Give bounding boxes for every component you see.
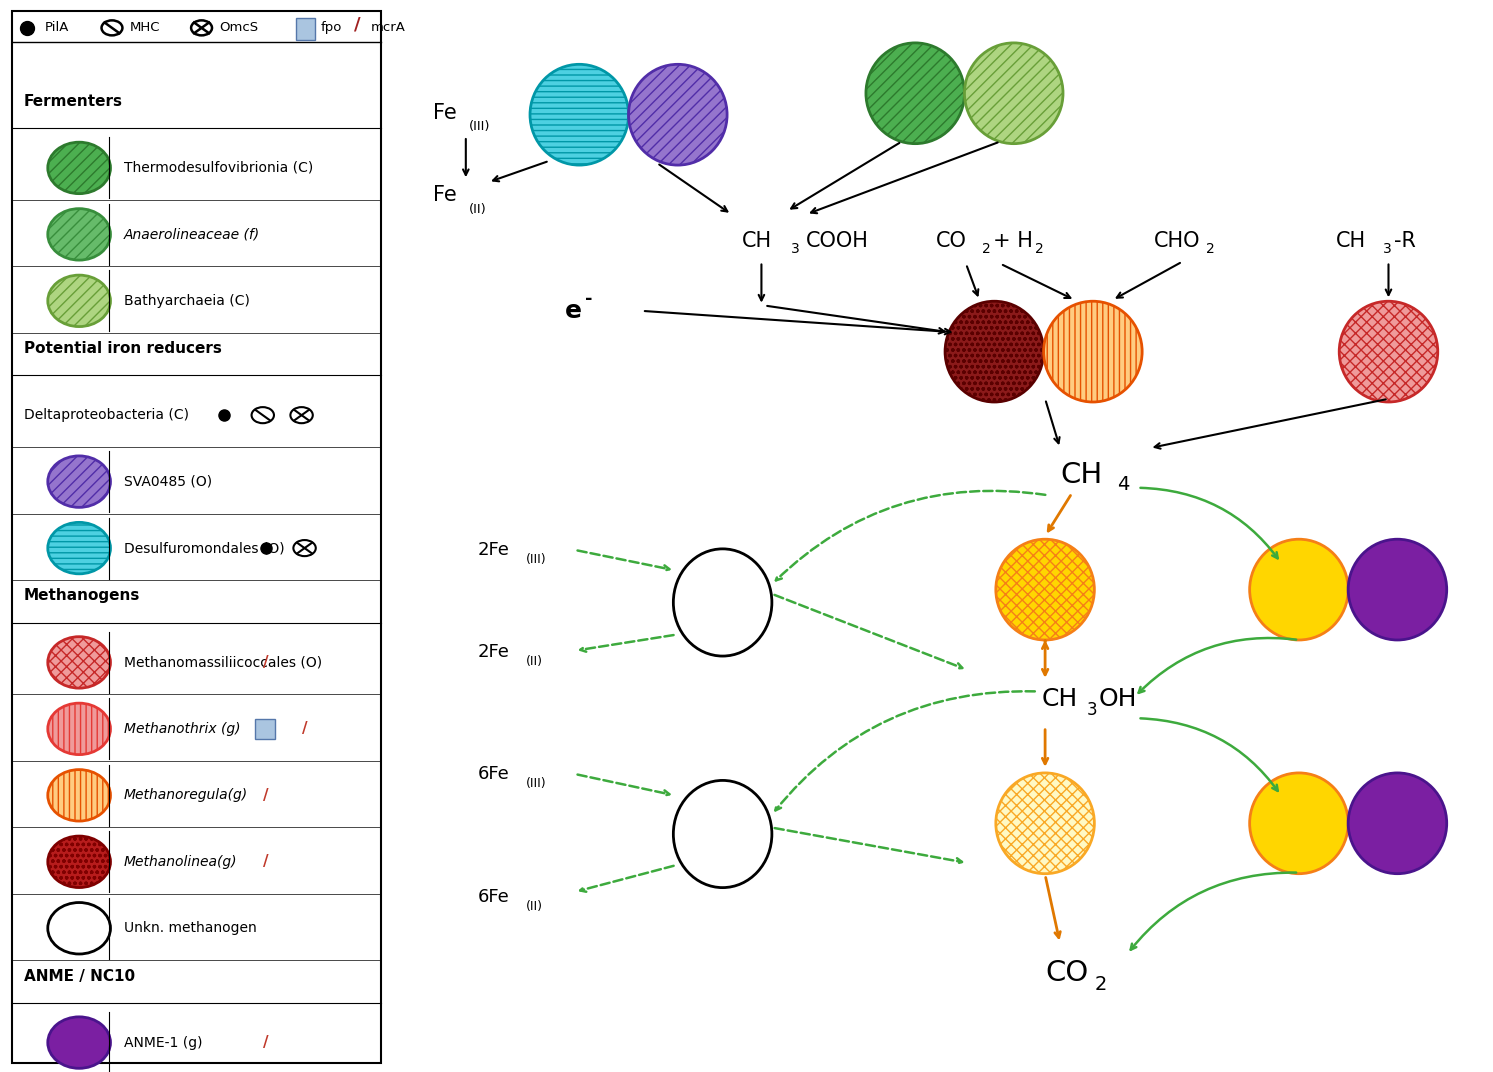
Text: Thermodesulfovibrionia (C): Thermodesulfovibrionia (C) xyxy=(124,161,314,175)
Ellipse shape xyxy=(1250,773,1348,874)
Text: Potential iron reducers: Potential iron reducers xyxy=(24,341,222,356)
Text: SVA0485 (O): SVA0485 (O) xyxy=(124,475,212,489)
Text: PilA: PilA xyxy=(45,21,69,34)
Ellipse shape xyxy=(1339,301,1438,402)
Text: 2: 2 xyxy=(982,241,991,256)
Ellipse shape xyxy=(48,209,110,260)
Text: Methanogens: Methanogens xyxy=(24,589,140,604)
Text: CH: CH xyxy=(742,232,772,251)
Ellipse shape xyxy=(1250,539,1348,640)
Ellipse shape xyxy=(996,539,1094,640)
Text: /: / xyxy=(263,854,269,869)
Text: CO: CO xyxy=(936,232,967,251)
Text: /: / xyxy=(354,16,360,33)
Text: 4: 4 xyxy=(1117,475,1129,494)
Ellipse shape xyxy=(673,780,772,888)
Text: 2Fe: 2Fe xyxy=(478,643,509,660)
Ellipse shape xyxy=(1348,773,1447,874)
Text: (III): (III) xyxy=(526,777,546,790)
Text: Methanomassiliicoccales (O): Methanomassiliicoccales (O) xyxy=(124,655,322,669)
Text: (II): (II) xyxy=(526,900,542,913)
Text: ANME-1 (g): ANME-1 (g) xyxy=(124,1036,203,1049)
Text: fpo: fpo xyxy=(321,21,342,34)
Ellipse shape xyxy=(1348,539,1447,640)
Text: 2Fe: 2Fe xyxy=(478,541,509,559)
FancyBboxPatch shape xyxy=(296,18,315,40)
Text: CO: CO xyxy=(1045,959,1088,987)
Text: COOH: COOH xyxy=(806,232,869,251)
Ellipse shape xyxy=(629,64,727,165)
Text: 2: 2 xyxy=(1035,241,1044,256)
Text: Unkn. methanogen: Unkn. methanogen xyxy=(124,921,257,935)
Text: Deltaproteobacteria (C): Deltaproteobacteria (C) xyxy=(24,408,190,422)
Text: 6Fe: 6Fe xyxy=(478,889,509,906)
Ellipse shape xyxy=(48,903,110,954)
Ellipse shape xyxy=(996,773,1094,874)
Text: Methanoregula(g): Methanoregula(g) xyxy=(124,788,248,802)
Text: Anaerolineaceae (f): Anaerolineaceae (f) xyxy=(124,227,260,241)
Ellipse shape xyxy=(945,301,1044,402)
Text: 3: 3 xyxy=(1087,701,1097,718)
Ellipse shape xyxy=(48,456,110,507)
Text: e: e xyxy=(566,299,582,323)
Text: 3: 3 xyxy=(1383,241,1391,256)
Ellipse shape xyxy=(48,703,110,755)
Text: Bathyarchaeia (C): Bathyarchaeia (C) xyxy=(124,294,249,308)
Text: /: / xyxy=(263,655,269,670)
Ellipse shape xyxy=(48,836,110,888)
Text: CHO: CHO xyxy=(1154,232,1200,251)
Ellipse shape xyxy=(48,522,110,574)
Text: ANME / NC10: ANME / NC10 xyxy=(24,969,134,984)
Text: /: / xyxy=(263,788,269,803)
Ellipse shape xyxy=(48,143,110,194)
Text: 3: 3 xyxy=(791,241,800,256)
FancyBboxPatch shape xyxy=(255,719,275,739)
Text: 2: 2 xyxy=(1094,974,1106,994)
Ellipse shape xyxy=(48,637,110,688)
Ellipse shape xyxy=(48,276,110,327)
Text: CH: CH xyxy=(1042,687,1078,711)
Text: Methanolinea(g): Methanolinea(g) xyxy=(124,854,237,868)
FancyBboxPatch shape xyxy=(12,11,381,1063)
Text: (III): (III) xyxy=(469,120,490,133)
Text: Fermenters: Fermenters xyxy=(24,94,122,109)
Text: Fe: Fe xyxy=(433,103,457,122)
Ellipse shape xyxy=(48,1017,110,1069)
Text: 2: 2 xyxy=(1206,241,1215,256)
Text: CH: CH xyxy=(1336,232,1366,251)
Text: OH: OH xyxy=(1099,687,1138,711)
Text: (II): (II) xyxy=(469,203,487,215)
Text: + H: + H xyxy=(993,232,1033,251)
Ellipse shape xyxy=(866,43,964,144)
Text: -: - xyxy=(585,291,593,308)
Ellipse shape xyxy=(1044,301,1142,402)
Text: OmcS: OmcS xyxy=(219,21,258,34)
Text: /: / xyxy=(263,1036,269,1051)
Text: (III): (III) xyxy=(526,553,546,566)
Text: -R: -R xyxy=(1394,232,1417,251)
Ellipse shape xyxy=(964,43,1063,144)
Text: 6Fe: 6Fe xyxy=(478,765,509,783)
Text: /: / xyxy=(302,721,308,736)
Text: (II): (II) xyxy=(526,655,542,668)
Text: Methanothrix (g): Methanothrix (g) xyxy=(124,721,240,735)
Text: Desulfuromondales (O): Desulfuromondales (O) xyxy=(124,541,285,555)
Ellipse shape xyxy=(48,770,110,821)
Text: MHC: MHC xyxy=(130,21,160,34)
Text: CH: CH xyxy=(1060,461,1102,489)
Ellipse shape xyxy=(673,549,772,656)
Ellipse shape xyxy=(530,64,629,165)
Text: Fe: Fe xyxy=(433,185,457,205)
Text: mcrA: mcrA xyxy=(370,21,405,34)
